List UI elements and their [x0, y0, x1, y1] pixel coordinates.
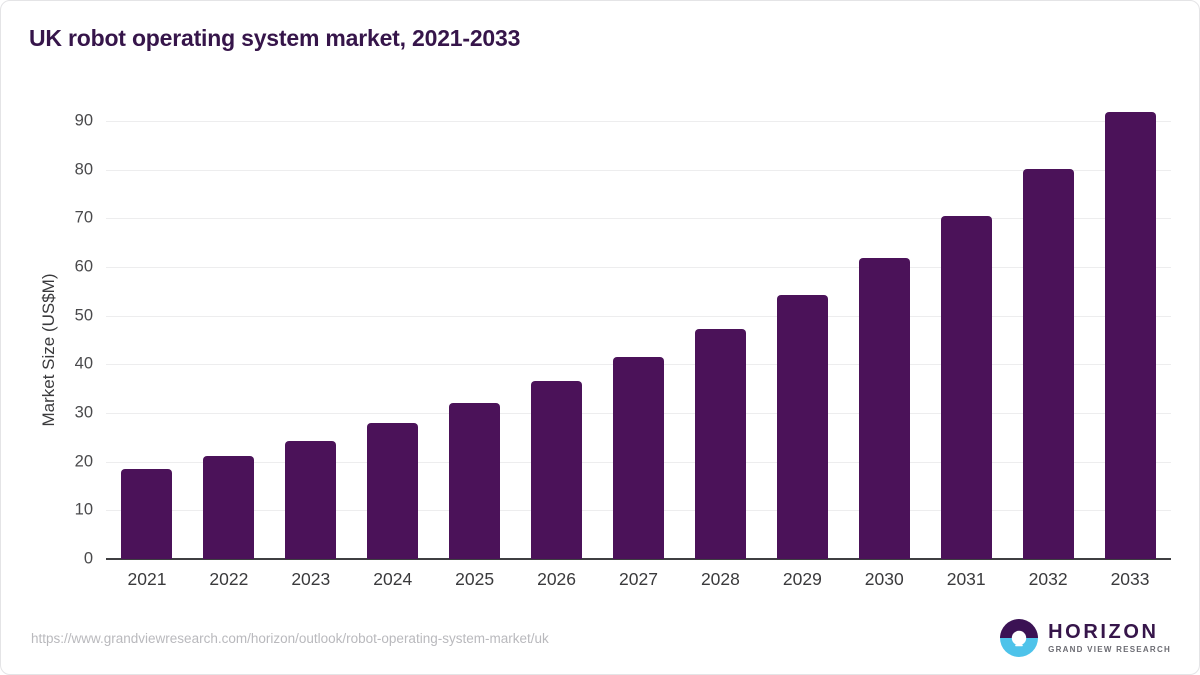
y-tick-label: 30: [74, 403, 93, 422]
logo-text: HORIZON GRAND VIEW RESEARCH: [1048, 622, 1171, 654]
bar-series: [106, 112, 1171, 559]
y-tick-label: 40: [74, 354, 93, 373]
y-tick-label: 0: [83, 549, 93, 568]
x-tick-label: 2031: [946, 569, 986, 589]
x-tick-label: 2028: [700, 569, 740, 589]
page-title: UK robot operating system market, 2021-2…: [29, 25, 521, 51]
y-tick-label: 10: [74, 500, 93, 519]
x-tick-label: 2021: [127, 569, 167, 589]
horizon-logo-icon: [1000, 619, 1039, 657]
x-tick-label: 2022: [209, 569, 249, 589]
logo-wordmark: HORIZON: [1048, 621, 1159, 643]
y-tick-label: 60: [74, 257, 93, 276]
bar[interactable]: [776, 295, 828, 559]
bar[interactable]: [694, 328, 746, 559]
x-tick-label: 2030: [864, 569, 904, 589]
x-tick-label: 2025: [455, 569, 495, 589]
x-tick-label: 2033: [1110, 569, 1150, 589]
x-tick-label: 2027: [619, 569, 658, 589]
bar[interactable]: [858, 258, 910, 559]
x-tick-label: 2024: [373, 569, 413, 589]
y-tick-label: 20: [74, 452, 93, 471]
gridline: [106, 121, 1171, 122]
x-tick-label: 2029: [782, 569, 822, 589]
logo-tagline: GRAND VIEW RESEARCH: [1048, 645, 1171, 654]
y-tick-label: 90: [74, 111, 93, 130]
horizon-logo[interactable]: HORIZON GRAND VIEW RESEARCH: [999, 618, 1171, 658]
x-tick-label: 2026: [537, 569, 577, 589]
source-url[interactable]: https://www.grandviewresearch.com/horizo…: [31, 631, 549, 646]
bar[interactable]: [531, 381, 583, 559]
bar[interactable]: [367, 423, 419, 559]
gridline: [106, 267, 1171, 268]
bar[interactable]: [1104, 112, 1156, 559]
bar[interactable]: [940, 216, 992, 559]
bar[interactable]: [121, 468, 173, 559]
gridline: [106, 218, 1171, 220]
bar[interactable]: [1022, 168, 1074, 559]
bar[interactable]: [613, 356, 664, 559]
x-axis-line: [106, 558, 1171, 560]
y-tick-label: 80: [74, 160, 93, 179]
bar[interactable]: [203, 456, 255, 559]
x-tick-label: 2032: [1028, 569, 1068, 589]
gridline: [106, 169, 1171, 171]
gridline: [106, 315, 1171, 317]
bar[interactable]: [449, 403, 501, 559]
x-axis-ticks: 2021 2022 2023 2024 2025 2026 2027 2028 2029 2030…: [106, 569, 1171, 603]
y-tick-label: 70: [74, 208, 93, 227]
y-tick-label: 50: [74, 306, 93, 325]
bar-chart: Market Size (US$M) 0 10 20 30 40 50 60 70 80 90 2…: [1, 1, 1199, 611]
bar[interactable]: [285, 441, 337, 559]
y-axis-ticks: 0 10 20 30 40 50 60 70 80 90: [31, 1, 93, 611]
x-tick-label: 2023: [291, 569, 331, 589]
